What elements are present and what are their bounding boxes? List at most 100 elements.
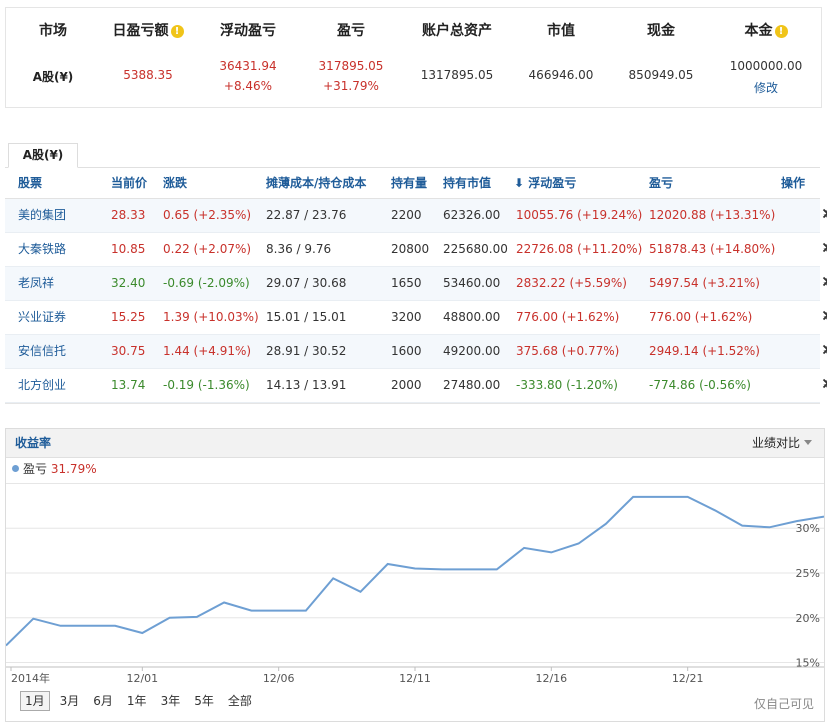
stock-name[interactable]: 兴业证券: [18, 310, 67, 324]
range-button[interactable]: 3年: [160, 694, 181, 708]
cost-cell: 15.01 / 15.01: [266, 310, 347, 324]
performance-compare-dropdown[interactable]: 业绩对比: [752, 429, 812, 457]
close-icon[interactable]: [822, 233, 827, 266]
close-icon[interactable]: [822, 199, 827, 232]
range-button[interactable]: 6月: [93, 694, 113, 708]
quantity-cell: 1650: [391, 276, 422, 290]
cost-cell: 14.13 / 13.91: [266, 378, 347, 392]
header-cash: 现金: [647, 23, 675, 39]
stock-name[interactable]: 大秦铁路: [18, 242, 67, 256]
stock-name[interactable]: 北方创业: [18, 378, 67, 392]
holding-value-cell: 27480.00: [443, 378, 501, 392]
stock-name[interactable]: 美的集团: [18, 208, 67, 222]
returns-chart-panel: 收益率 业绩对比 盈亏 31.79% 15% 20% 25% 30% 2014年 12/0…: [5, 428, 825, 722]
floating-pnl-cell: 2832.22 (+5.59%): [516, 276, 627, 290]
floating-pnl-percent: +8.46%: [223, 79, 273, 93]
range-button[interactable]: 全部: [227, 694, 252, 708]
header-principal: 本金!: [716, 20, 816, 40]
range-button[interactable]: 3月: [59, 694, 80, 708]
x-tick-label: 2014年: [11, 671, 50, 685]
pnl-cell: -774.86 (-0.56%): [649, 378, 751, 392]
header-floating-pnl: 浮动盈亏: [220, 23, 276, 39]
change-cell: -0.69 (-2.09%): [163, 276, 250, 290]
quantity-cell: 2200: [391, 208, 422, 222]
range-button[interactable]: 5年: [194, 694, 214, 708]
quantity-cell: 2000: [391, 378, 422, 392]
holdings-table: 股票 当前价 涨跌 摊薄成本/持仓成本 持有量 持有市值 ⬇ 浮动盈亏 盈亏 操…: [5, 168, 827, 404]
close-icon[interactable]: [822, 369, 827, 402]
price-cell: 10.85: [111, 242, 146, 256]
floating-pnl-cell: -333.80 (-1.20%): [516, 378, 618, 392]
edit-principal-link[interactable]: 修改: [753, 81, 778, 95]
table-row[interactable]: 大秦铁路 10.85 0.22 (+2.07%) 8.36 / 9.76 20800 22…: [5, 233, 827, 267]
chart-legend[interactable]: 盈亏 31.79%: [12, 460, 97, 477]
market-tabs: A股(¥): [5, 141, 820, 168]
holding-value-cell: 48800.00: [443, 310, 501, 324]
floating-pnl-cell: 375.68 (+0.77%): [516, 344, 620, 358]
floating-pnl-cell: 10055.76 (+19.24%): [516, 208, 643, 222]
table-row[interactable]: 美的集团 28.33 0.65 (+2.35%) 22.87 / 23.76 2200 6…: [5, 199, 827, 233]
y-tick-label: 15%: [796, 657, 820, 670]
range-selector: 1月 3月 6月 1年 3年 5年 全部: [20, 691, 262, 711]
floating-pnl-cell: 22726.08 (+11.20%): [516, 242, 643, 256]
close-icon[interactable]: [822, 301, 827, 334]
sort-desc-icon: ⬇: [514, 176, 525, 190]
pnl-cell: 2949.14 (+1.52%): [649, 344, 760, 358]
col-qty[interactable]: 持有量: [391, 176, 428, 190]
holding-value-cell: 53460.00: [443, 276, 501, 290]
stock-name[interactable]: 安信信托: [18, 344, 67, 358]
tab-a-shares[interactable]: A股(¥): [8, 143, 78, 168]
cost-cell: 8.36 / 9.76: [266, 242, 332, 256]
quantity-cell: 3200: [391, 310, 422, 324]
close-icon[interactable]: [822, 335, 827, 368]
returns-line-chart[interactable]: 15% 20% 25% 30% 2014年 12/01 12/06 12/11 12/16 12/…: [6, 429, 824, 721]
col-pnl[interactable]: 盈亏: [649, 176, 674, 190]
account-summary: 市场 日盈亏额! 浮动盈亏 盈亏 账户总资产 市值 现金 本金! A股(¥) 5…: [5, 7, 822, 108]
holding-value-cell: 49200.00: [443, 344, 501, 358]
price-cell: 13.74: [111, 378, 146, 392]
table-row[interactable]: 安信信托 30.75 1.44 (+4.91%) 28.91 / 30.52 1600 4…: [5, 335, 827, 369]
pnl-cell: 776.00 (+1.62%): [649, 310, 753, 324]
col-cost[interactable]: 摊薄成本/持仓成本: [266, 176, 367, 190]
col-stock[interactable]: 股票: [18, 176, 43, 190]
info-icon[interactable]: !: [774, 25, 788, 38]
range-button[interactable]: 1月: [20, 691, 50, 711]
change-cell: -0.19 (-1.36%): [163, 378, 250, 392]
range-button[interactable]: 1年: [126, 694, 147, 708]
header-daily-pnl: 日盈亏额!: [98, 20, 198, 40]
stock-name[interactable]: 老凤祥: [18, 276, 55, 290]
col-change[interactable]: 涨跌: [163, 176, 188, 190]
cost-cell: 22.87 / 23.76: [266, 208, 347, 222]
series-line[interactable]: [6, 495, 824, 647]
header-market-value: 市值: [547, 23, 575, 39]
header-market: 市场: [39, 23, 67, 39]
principal-value: 1000000.00: [729, 59, 803, 73]
x-tick-label: 12/11: [399, 672, 431, 685]
holding-value-cell: 225680.00: [443, 242, 508, 256]
header-pnl: 盈亏: [337, 23, 365, 39]
floating-pnl-cell: 776.00 (+1.62%): [516, 310, 620, 324]
table-row[interactable]: 北方创业 13.74 -0.19 (-1.36%) 14.13 / 13.91 2000…: [5, 369, 827, 403]
pnl-value: 317895.05: [318, 59, 384, 73]
info-icon[interactable]: !: [170, 25, 184, 38]
x-tick-label: 12/06: [263, 672, 295, 685]
pnl-percent: +31.79%: [323, 79, 379, 93]
daily-pnl-value: 5388.35: [123, 68, 173, 82]
price-cell: 32.40: [111, 276, 146, 290]
y-tick-label: 30%: [796, 522, 820, 535]
close-icon[interactable]: [822, 267, 827, 300]
table-row[interactable]: 兴业证券 15.25 1.39 (+10.03%) 15.01 / 15.01 3200…: [5, 301, 827, 335]
y-tick-label: 25%: [796, 567, 820, 580]
change-cell: 1.39 (+10.03%): [163, 310, 259, 324]
col-floating-pnl[interactable]: ⬇ 浮动盈亏: [514, 168, 576, 198]
legend-label: 盈亏: [23, 462, 48, 476]
header-principal-label: 本金: [744, 23, 773, 39]
quantity-cell: 1600: [391, 344, 422, 358]
market-value-label: A股(¥): [32, 70, 74, 84]
y-tick-label: 20%: [796, 612, 820, 625]
col-holding-value[interactable]: 持有市值: [443, 176, 492, 190]
table-row[interactable]: 老凤祥 32.40 -0.69 (-2.09%) 29.07 / 30.68 1650 5…: [5, 267, 827, 301]
col-price[interactable]: 当前价: [111, 176, 148, 190]
col-floating-pnl-label: 浮动盈亏: [528, 176, 577, 190]
chevron-down-icon: [804, 440, 812, 445]
